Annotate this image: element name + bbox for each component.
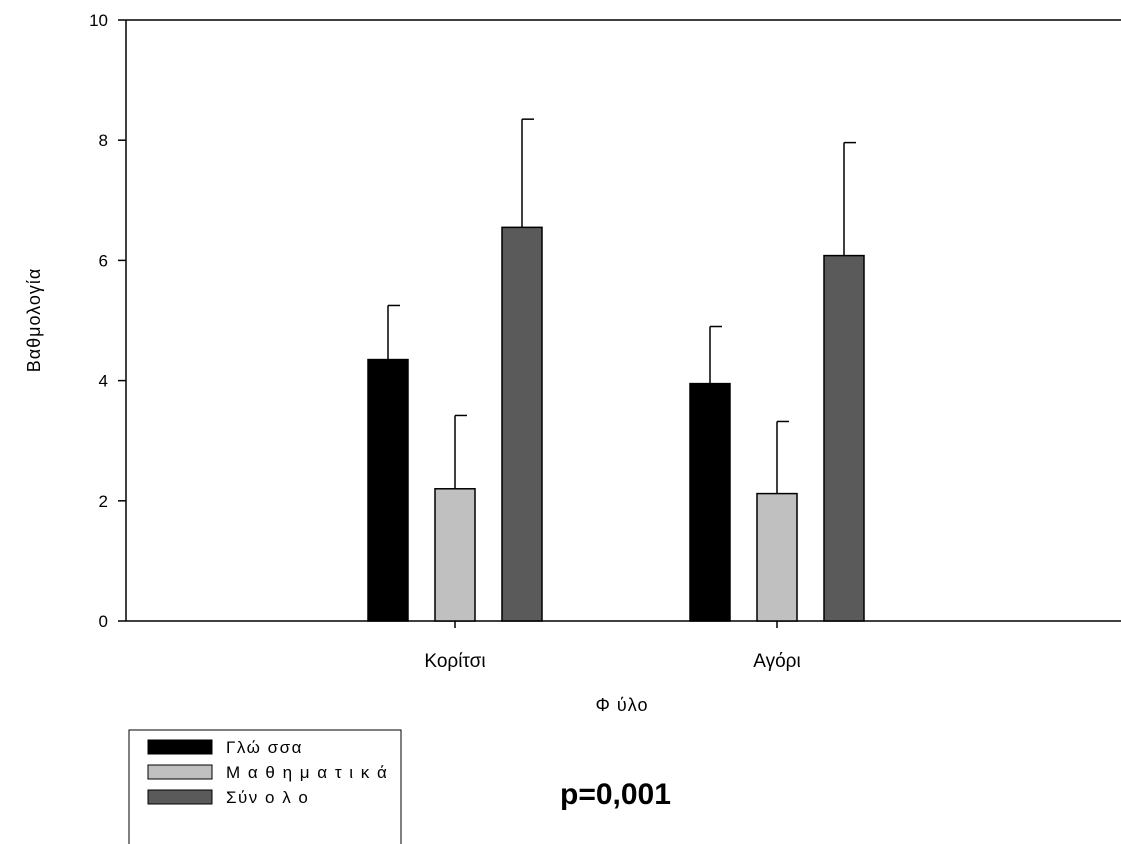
- x-axis-title: Φ ύλο: [596, 695, 649, 715]
- bars: [367, 226, 865, 622]
- legend-swatch-1: [147, 764, 213, 780]
- p-value-annotation: p=0,001: [560, 778, 671, 811]
- legend-label-2: Σύν ο λ ο: [226, 788, 309, 807]
- bar-0-1: [434, 488, 476, 622]
- y-tick-label-0: 0: [99, 612, 108, 631]
- bar-1-1: [756, 492, 798, 622]
- legend-label-1: Μ α θ η μ α τ ι κ ά: [226, 763, 388, 782]
- category-labels: Κορίτσι Αγόρι: [424, 621, 801, 672]
- bar-0-0: [367, 358, 409, 622]
- bar-1-0: [689, 382, 731, 622]
- legend-swatch-2: [147, 789, 213, 805]
- y-tick-label-4: 8: [99, 131, 108, 150]
- axes: [125, 19, 1121, 622]
- y-tick-label-5: 10: [89, 11, 108, 30]
- error-bars: [387, 118, 856, 494]
- x-tick-label-1: Αγόρι: [753, 651, 800, 672]
- x-tick-label-0: Κορίτσι: [424, 651, 485, 672]
- y-tick-label-3: 6: [99, 251, 108, 270]
- legend-swatch-0: [147, 739, 213, 755]
- legend: Γλώ σσα Μ α θ η μ α τ ι κ ά Σύν ο λ ο: [128, 729, 402, 844]
- bar-1-2: [823, 254, 865, 622]
- y-ticks: 0 2 4 6 8 10: [89, 11, 126, 631]
- y-tick-label-1: 2: [99, 492, 108, 511]
- y-axis-title: Βαθμολογία: [24, 268, 44, 373]
- legend-label-0: Γλώ σσα: [226, 738, 303, 757]
- bar-0-2: [501, 226, 543, 622]
- y-tick-label-2: 4: [99, 372, 108, 391]
